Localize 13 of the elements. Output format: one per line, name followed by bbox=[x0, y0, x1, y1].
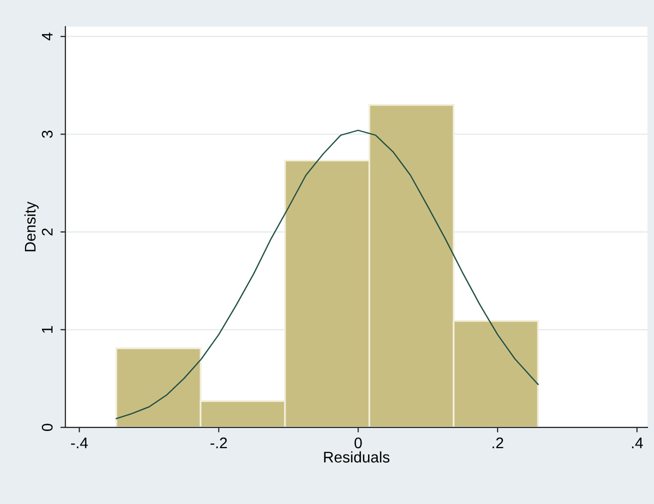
y-axis-title: Density bbox=[24, 202, 39, 252]
x-tick-label: -.4 bbox=[71, 438, 88, 448]
x-tick-label: 0 bbox=[354, 438, 362, 448]
x-axis-title: Residuals bbox=[324, 451, 390, 463]
x-tick-label: .4 bbox=[632, 438, 643, 448]
y-tick-label: 2 bbox=[42, 228, 53, 236]
y-tick-label: 0 bbox=[42, 424, 53, 432]
y-tick-label: 3 bbox=[42, 130, 53, 138]
x-tick-label: -.2 bbox=[210, 438, 227, 448]
line-series bbox=[116, 130, 539, 420]
y-tick-label: 1 bbox=[42, 326, 53, 333]
y-tick-label: 4 bbox=[42, 32, 53, 40]
x-tick-label: .2 bbox=[492, 438, 504, 448]
